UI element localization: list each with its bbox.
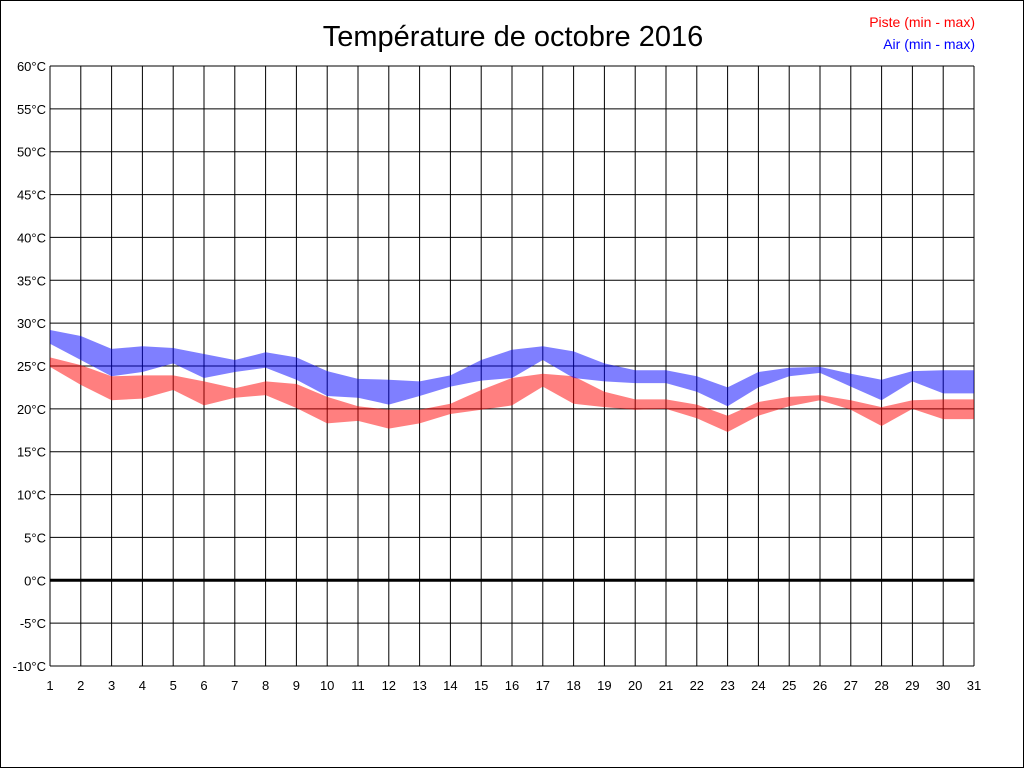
y-tick-label: 25°C [17, 359, 46, 374]
x-tick-label: 4 [139, 678, 146, 693]
x-tick-label: 8 [262, 678, 269, 693]
x-tick-label: 20 [628, 678, 642, 693]
x-tick-label: 3 [108, 678, 115, 693]
y-tick-label: -10°C [13, 659, 46, 674]
legend-piste: Piste (min - max) [869, 14, 975, 30]
y-tick-label: 40°C [17, 230, 46, 245]
y-tick-label: 55°C [17, 102, 46, 117]
y-tick-label: 5°C [24, 530, 46, 545]
y-tick-label: 35°C [17, 273, 46, 288]
x-tick-label: 30 [936, 678, 950, 693]
piste-band [50, 357, 974, 432]
x-tick-label: 31 [967, 678, 981, 693]
x-tick-label: 13 [412, 678, 426, 693]
x-tick-label: 24 [751, 678, 765, 693]
x-tick-label: 26 [813, 678, 827, 693]
x-tick-label: 15 [474, 678, 488, 693]
x-tick-label: 21 [659, 678, 673, 693]
y-tick-label: 15°C [17, 445, 46, 460]
x-tick-label: 28 [874, 678, 888, 693]
x-tick-label: 1 [46, 678, 53, 693]
legend-air: Air (min - max) [883, 36, 975, 52]
chart-title: Température de octobre 2016 [323, 21, 703, 53]
air-band [50, 330, 974, 407]
y-tick-label: 20°C [17, 402, 46, 417]
y-tick-label: 60°C [17, 59, 46, 74]
y-tick-label: 30°C [17, 316, 46, 331]
y-tick-label: 10°C [17, 488, 46, 503]
x-tick-label: 2 [77, 678, 84, 693]
x-tick-label: 14 [443, 678, 457, 693]
y-tick-label: -5°C [20, 616, 46, 631]
x-tick-label: 27 [844, 678, 858, 693]
x-tick-label: 6 [200, 678, 207, 693]
x-tick-label: 18 [566, 678, 580, 693]
x-tick-label: 11 [351, 678, 365, 693]
x-tick-label: 12 [382, 678, 396, 693]
x-tick-label: 29 [905, 678, 919, 693]
x-tick-label: 22 [690, 678, 704, 693]
x-tick-label: 5 [170, 678, 177, 693]
x-tick-label: 23 [720, 678, 734, 693]
y-tick-label: 45°C [17, 188, 46, 203]
y-tick-label: 50°C [17, 145, 46, 160]
y-tick-label: 0°C [24, 573, 46, 588]
x-tick-label: 7 [231, 678, 238, 693]
x-tick-label: 19 [597, 678, 611, 693]
x-tick-label: 25 [782, 678, 796, 693]
x-tick-label: 10 [320, 678, 334, 693]
x-tick-label: 9 [293, 678, 300, 693]
x-tick-label: 16 [505, 678, 519, 693]
x-tick-label: 17 [536, 678, 550, 693]
